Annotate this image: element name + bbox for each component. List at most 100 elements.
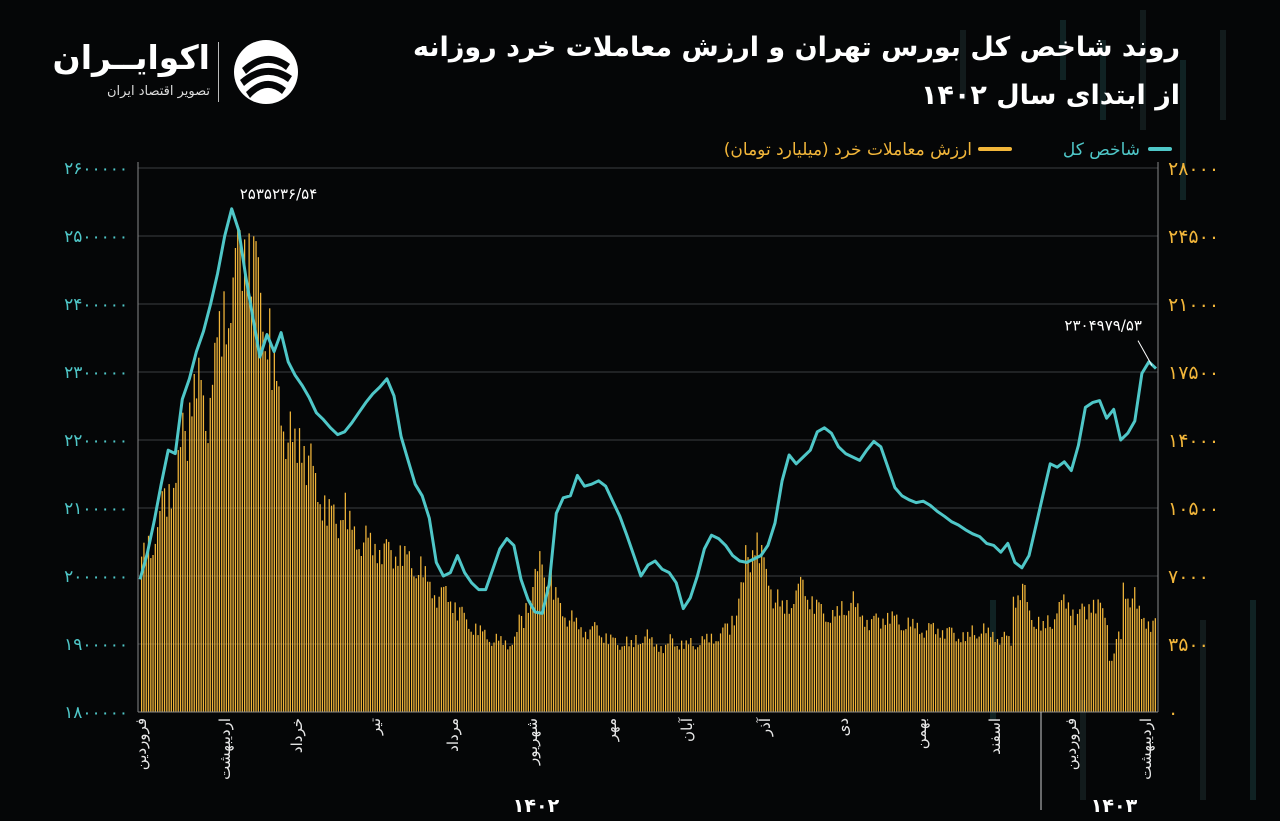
- left-axis-tick-label: ۲۳۰۰۰۰۰: [64, 363, 128, 383]
- value-bar: [170, 508, 172, 712]
- value-bar: [1141, 619, 1143, 712]
- value-bar: [427, 581, 429, 712]
- value-bar: [706, 633, 708, 712]
- value-bar: [562, 616, 564, 712]
- background-candle: [1250, 600, 1256, 800]
- value-bar: [1143, 617, 1145, 712]
- value-bar: [264, 351, 266, 712]
- value-bar: [276, 381, 278, 712]
- value-bar: [946, 628, 948, 712]
- background-candle: [960, 30, 966, 100]
- value-bar: [736, 615, 738, 712]
- value-bar: [1115, 639, 1118, 712]
- value-bar: [582, 637, 584, 712]
- value-bar: [326, 525, 328, 712]
- value-bar: [433, 595, 436, 712]
- value-bar: [580, 627, 582, 712]
- value-bar: [633, 647, 635, 712]
- x-year-label: ۱۴۰۲: [513, 795, 560, 817]
- value-bar: [141, 556, 143, 712]
- value-bar: [342, 520, 344, 712]
- value-bar: [500, 636, 502, 712]
- value-bar: [758, 563, 761, 712]
- value-bar: [898, 624, 900, 712]
- value-bar: [804, 596, 806, 712]
- value-bar: [671, 638, 674, 712]
- value-bar: [841, 601, 843, 712]
- value-bar: [390, 550, 392, 712]
- value-bar: [216, 337, 218, 712]
- value-bar: [546, 586, 548, 712]
- value-bar: [708, 642, 710, 712]
- value-bar: [1152, 620, 1154, 712]
- value-bar: [436, 607, 438, 712]
- value-bar: [619, 649, 621, 712]
- value-bar: [511, 644, 513, 712]
- value-bar: [157, 527, 159, 712]
- value-bar: [871, 619, 873, 712]
- value-bar: [923, 637, 925, 712]
- value-bar: [578, 629, 580, 712]
- value-bar: [269, 308, 271, 712]
- value-bar: [850, 602, 852, 712]
- value-bar: [447, 602, 449, 712]
- value-bar: [218, 311, 221, 712]
- value-bar: [976, 638, 978, 712]
- value-bar: [687, 644, 690, 712]
- value-bar: [729, 634, 731, 712]
- value-bar: [999, 644, 1001, 712]
- value-bar: [797, 583, 799, 712]
- logo-tagline: تصویر اقتصاد ایران: [107, 84, 210, 99]
- value-bar: [873, 615, 875, 712]
- value-bar: [935, 634, 937, 712]
- value-bar: [179, 447, 182, 712]
- value-bar: [607, 644, 610, 712]
- x-month-label: آذر: [756, 717, 774, 737]
- value-bar: [832, 610, 834, 712]
- value-bar: [509, 646, 511, 712]
- value-bar: [557, 597, 559, 712]
- gridlines: [138, 167, 1158, 713]
- value-bar: [710, 633, 713, 712]
- value-bar: [161, 491, 163, 712]
- right-axis-tick-label: ۲۴۵۰۰: [1168, 226, 1219, 248]
- value-bar: [182, 412, 184, 712]
- value-bar: [319, 504, 321, 712]
- value-bar: [1015, 607, 1017, 712]
- value-bar: [651, 637, 653, 712]
- value-bar: [1134, 587, 1136, 712]
- background-candle: [1100, 40, 1106, 120]
- value-bar: [600, 637, 603, 712]
- value-bar: [186, 460, 189, 712]
- legend-label-index: شاخص کل: [1063, 140, 1140, 160]
- value-bar: [305, 485, 308, 712]
- value-bar: [1127, 598, 1129, 712]
- value-bar: [280, 425, 282, 712]
- value-bar: [996, 639, 999, 712]
- value-bar: [809, 609, 811, 712]
- value-bar: [948, 627, 951, 712]
- value-bar: [168, 484, 170, 712]
- peak-annotation: ۲۵۳۵۲۳۶/۵۴: [240, 185, 318, 203]
- value-bar: [990, 637, 992, 712]
- value-bar: [415, 578, 417, 712]
- last-value-pointer: [1137, 340, 1153, 366]
- x-month-label: بهمن: [912, 718, 930, 749]
- value-bar: [649, 638, 651, 712]
- value-bar: [697, 647, 699, 712]
- value-bar: [534, 568, 536, 712]
- value-bar: [795, 590, 797, 712]
- value-bar: [424, 566, 426, 712]
- value-bar: [1074, 625, 1076, 712]
- value-bar: [864, 626, 866, 712]
- value-bar: [914, 628, 916, 712]
- value-bar: [591, 626, 594, 712]
- value-bar: [612, 637, 614, 712]
- value-bar: [1150, 631, 1152, 712]
- value-bar: [788, 613, 790, 712]
- value-bar: [392, 568, 394, 712]
- x-year-label: ۱۴۰۳: [1091, 795, 1138, 817]
- value-bar: [694, 649, 697, 712]
- value-bar: [344, 492, 346, 712]
- value-bar: [1147, 621, 1150, 712]
